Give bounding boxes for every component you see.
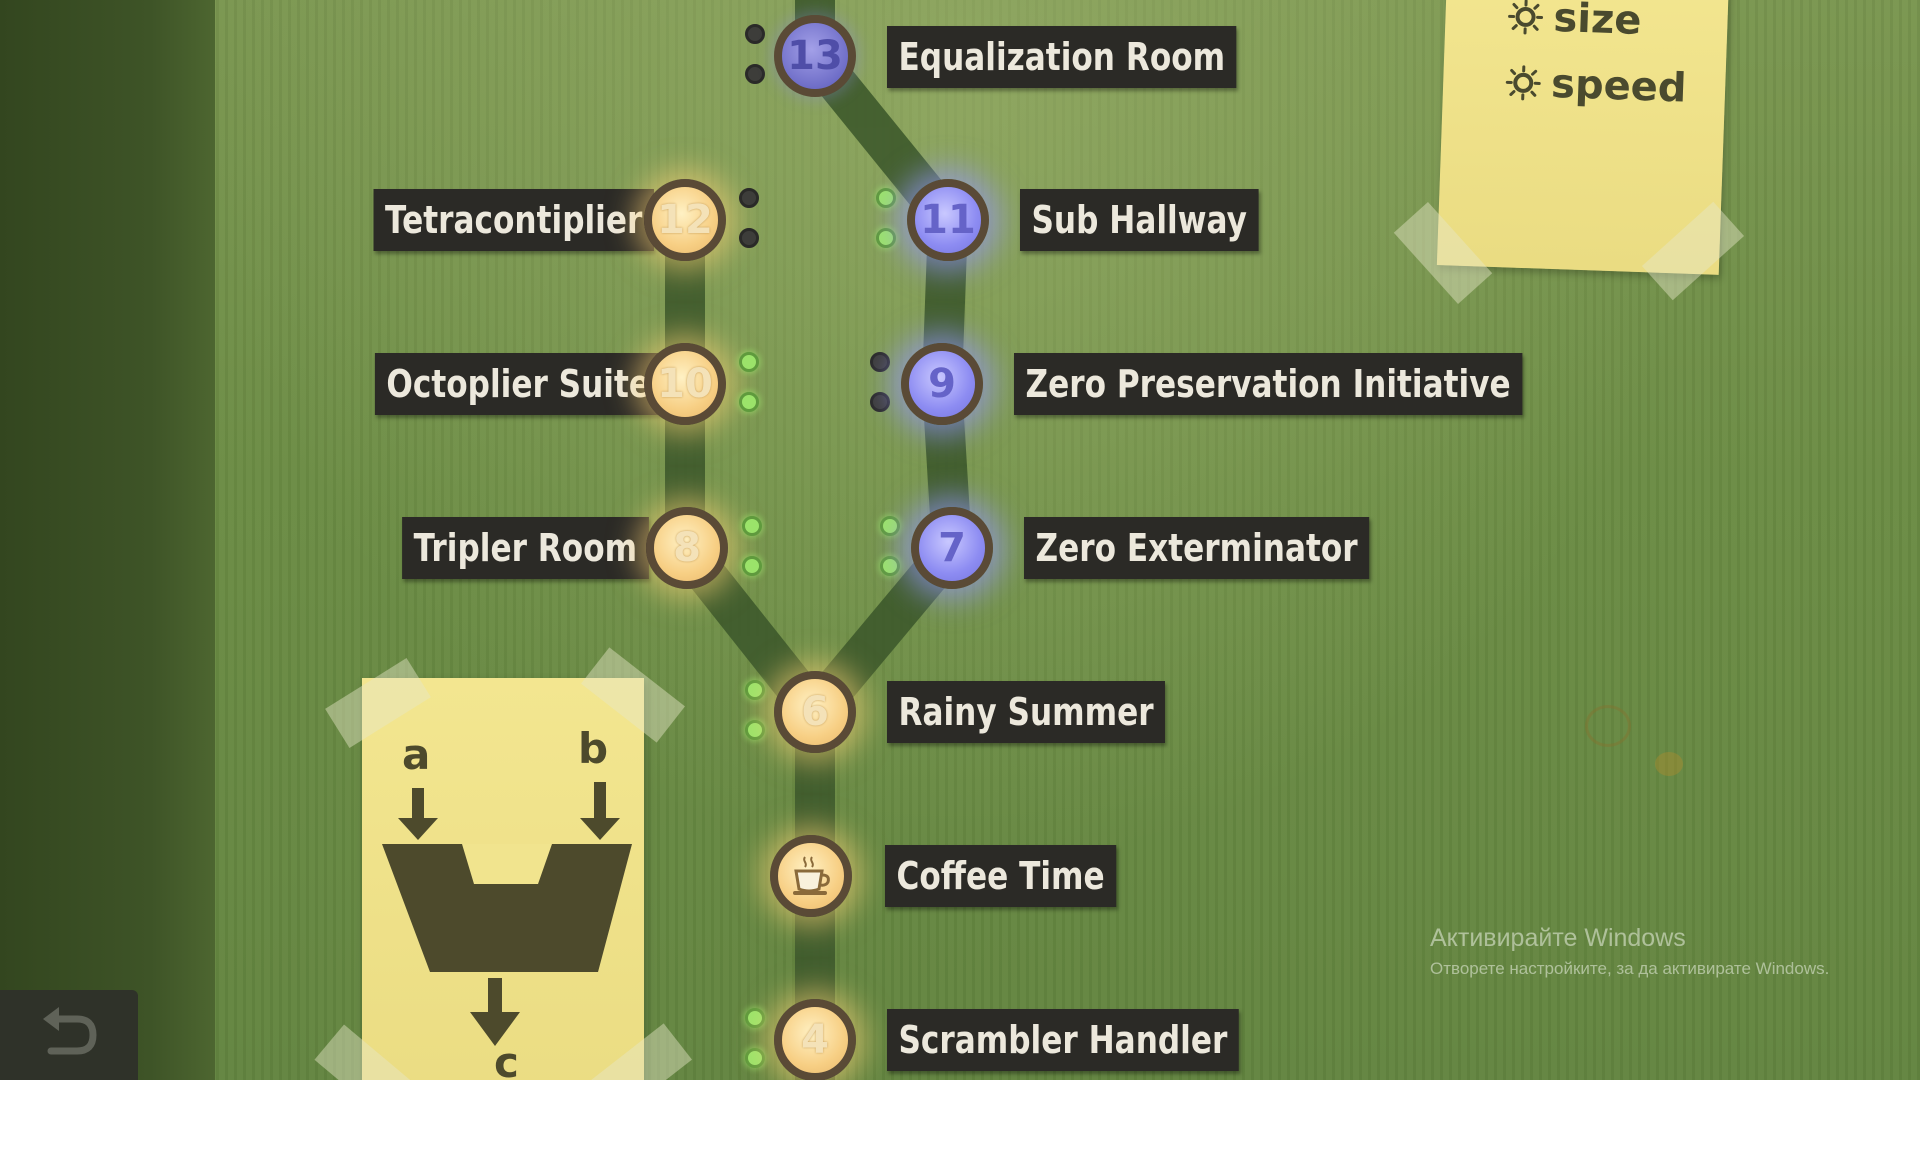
level-number: 10 xyxy=(657,361,713,407)
level-node-6[interactable]: 6 xyxy=(774,671,856,753)
level-name: Zero Exterminator xyxy=(1035,526,1358,570)
level-number: 4 xyxy=(801,1017,829,1063)
legend-sticky-note: size speed xyxy=(1436,0,1730,275)
legend-label: size xyxy=(1552,0,1643,44)
level-node-11[interactable]: 11 xyxy=(907,179,989,261)
coffee-stain-small xyxy=(1655,752,1683,776)
input-indicator xyxy=(742,516,762,536)
level-number: 7 xyxy=(938,525,966,571)
level-number: 13 xyxy=(787,33,843,79)
level-name: Sub Hallway xyxy=(1031,198,1247,242)
input-indicator xyxy=(745,680,765,700)
diagram-sticky-note: a b c xyxy=(362,678,644,1080)
level-node-4[interactable]: 4 xyxy=(774,999,856,1080)
input-indicator xyxy=(870,352,890,372)
level-label-12[interactable]: Tetracontiplier xyxy=(373,189,654,251)
undo-button[interactable] xyxy=(0,990,138,1080)
input-indicator xyxy=(745,64,765,84)
level-number: 12 xyxy=(657,197,713,243)
windows-activation-watermark: Активирайте Windows Отворете настройките… xyxy=(1430,924,1829,979)
legend-item-size: size xyxy=(1507,0,1642,44)
adder-diagram xyxy=(382,782,632,1046)
input-indicator xyxy=(745,1008,765,1028)
level-node-9[interactable]: 9 xyxy=(901,343,983,425)
level-label-4[interactable]: Scrambler Handler xyxy=(887,1009,1239,1071)
undo-arrow-icon xyxy=(43,1007,97,1055)
legend-item-speed: speed xyxy=(1504,59,1688,112)
input-indicator xyxy=(739,352,759,372)
gear-icon xyxy=(1508,0,1544,35)
level-label-8[interactable]: Tripler Room xyxy=(402,517,649,579)
watermark-title: Активирайте Windows xyxy=(1430,924,1686,952)
input-indicator xyxy=(742,556,762,576)
level-label-7[interactable]: Zero Exterminator xyxy=(1024,517,1370,579)
level-name: Zero Preservation Initiative xyxy=(1025,362,1511,406)
level-label-13[interactable]: Equalization Room xyxy=(887,26,1237,88)
input-indicator xyxy=(745,720,765,740)
level-node-coffee[interactable] xyxy=(770,835,852,917)
level-name: Tetracontiplier xyxy=(385,198,643,242)
gear-icon xyxy=(1505,65,1541,101)
input-indicator xyxy=(739,392,759,412)
input-indicator xyxy=(880,556,900,576)
level-map-board: 13 Equalization Room Tetracontiplier 12 … xyxy=(0,0,1920,1080)
level-name: Coffee Time xyxy=(896,854,1105,898)
level-number: 8 xyxy=(673,525,701,571)
input-indicator xyxy=(745,24,765,44)
level-label-10[interactable]: Octoplier Suite xyxy=(374,353,662,415)
diagram-input-b: b xyxy=(578,724,609,773)
level-name: Rainy Summer xyxy=(898,690,1154,734)
level-node-7[interactable]: 7 xyxy=(911,507,993,589)
input-indicator xyxy=(739,228,759,248)
diagram-output-c: c xyxy=(494,1038,519,1080)
level-node-13[interactable]: 13 xyxy=(774,15,856,97)
coffee-cup-icon xyxy=(793,856,830,895)
input-indicator xyxy=(745,1048,765,1068)
level-label-11[interactable]: Sub Hallway xyxy=(1020,189,1259,251)
board-left-edge xyxy=(0,0,215,1080)
level-node-12[interactable]: 12 xyxy=(644,179,726,261)
coffee-stain xyxy=(1585,705,1631,747)
level-name: Tripler Room xyxy=(413,526,638,570)
level-node-10[interactable]: 10 xyxy=(644,343,726,425)
level-number: 9 xyxy=(928,361,956,407)
level-name: Equalization Room xyxy=(898,35,1226,79)
diagram-input-a: a xyxy=(402,730,431,779)
input-indicator xyxy=(876,188,896,208)
level-number: 6 xyxy=(801,689,829,735)
watermark-subtitle: Отворете настройките, за да активирате W… xyxy=(1430,959,1830,978)
level-name: Scrambler Handler xyxy=(898,1018,1228,1062)
input-indicator xyxy=(870,392,890,412)
level-label-6[interactable]: Rainy Summer xyxy=(887,681,1166,743)
level-label-9[interactable]: Zero Preservation Initiative xyxy=(1014,353,1523,415)
level-label-coffee[interactable]: Coffee Time xyxy=(885,845,1117,907)
input-indicator xyxy=(876,228,896,248)
input-indicator xyxy=(739,188,759,208)
level-number: 11 xyxy=(920,197,976,243)
legend-label: speed xyxy=(1550,60,1688,112)
level-name: Octoplier Suite xyxy=(386,362,651,406)
input-indicator xyxy=(880,516,900,536)
level-node-8[interactable]: 8 xyxy=(646,507,728,589)
